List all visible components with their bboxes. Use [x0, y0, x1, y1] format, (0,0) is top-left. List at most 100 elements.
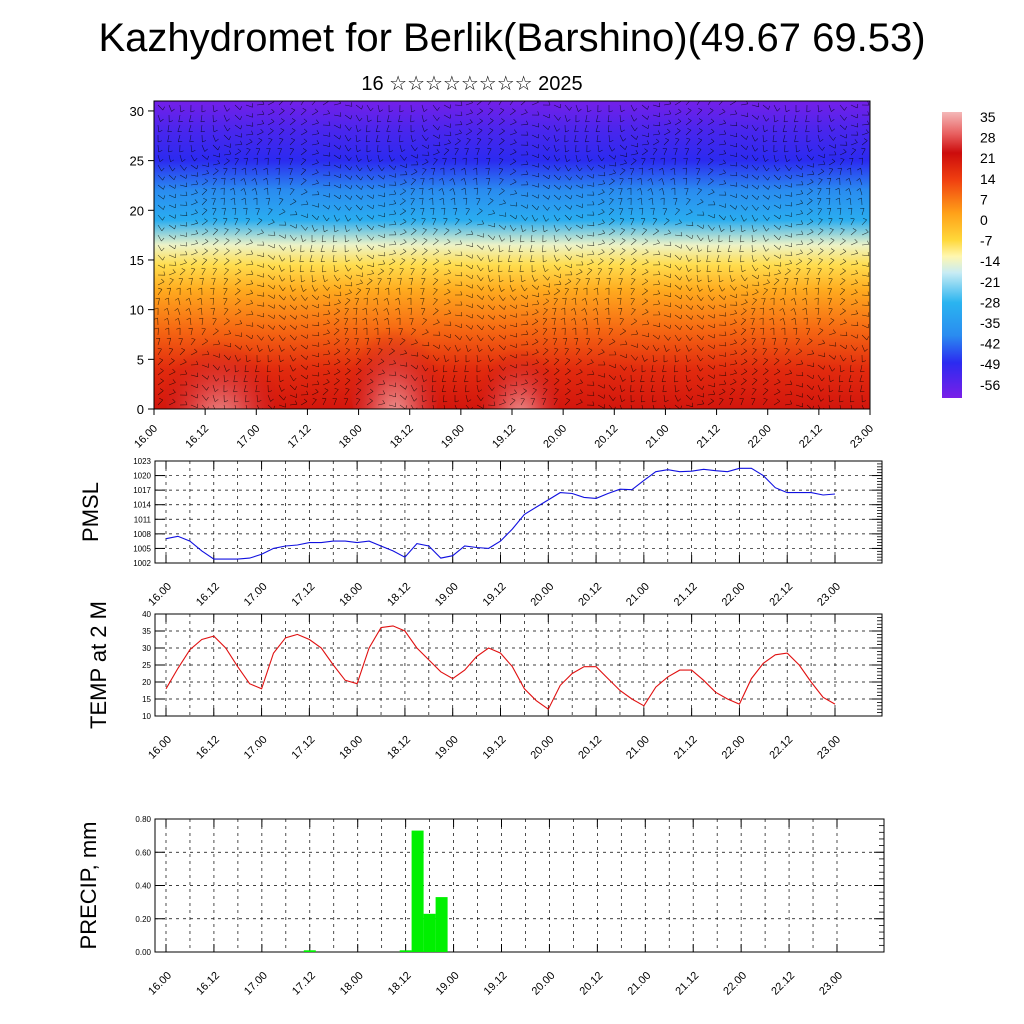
colorbar-label: 21 — [980, 150, 996, 166]
warm-cell — [165, 320, 275, 409]
colorbar-label: 14 — [980, 171, 996, 187]
x-tick-label: 20.00 — [528, 734, 556, 762]
x-tick-label: 22.12 — [797, 423, 825, 451]
panel-frame — [154, 613, 883, 717]
y-tick-label: 40 — [142, 610, 151, 619]
x-tick-label: 17.00 — [234, 423, 262, 451]
warm-cell — [480, 330, 560, 409]
x-tick-label: 21.00 — [624, 581, 652, 609]
warm-cells — [165, 305, 560, 409]
precip-panel: 0.00 0.20 0.40 0.60 0.80 16.00 16.12 17.00 17.12… — [76, 815, 885, 998]
x-tick-label: 22.12 — [767, 581, 795, 609]
x-tick-label: 22.00 — [721, 970, 749, 998]
x-tick-label: 16.00 — [132, 423, 160, 451]
y-tick-label: 30 — [130, 104, 144, 119]
y-tick-label: 1014 — [133, 501, 151, 510]
warm-cell — [350, 305, 440, 409]
x-tick-label: 16.12 — [194, 734, 222, 762]
panel-frame — [154, 460, 883, 564]
precip-bar — [435, 897, 448, 952]
y-tick-label: 20 — [142, 678, 151, 687]
x-tick-label: 20.12 — [592, 423, 620, 451]
x-tick-label: 18.00 — [338, 970, 366, 998]
x-tick-label: 17.12 — [286, 423, 314, 451]
y-tick-label: 1020 — [133, 472, 151, 481]
y-tick-label: 25 — [142, 661, 151, 670]
colorbar-label: -49 — [980, 356, 1000, 372]
pmsl-line — [165, 467, 836, 560]
x-tick-label: 16.12 — [183, 423, 211, 451]
y-tick-label: 0.60 — [135, 848, 151, 857]
y-tick-label: 0 — [137, 402, 144, 417]
y-tick-label: 20 — [130, 203, 144, 218]
x-tick-label: 16.00 — [146, 734, 174, 762]
x-tick-label: 19.00 — [439, 423, 467, 451]
x-tick-label: 20.12 — [578, 970, 606, 998]
precip-bar — [399, 950, 412, 952]
colorbar-label: -28 — [980, 294, 1000, 310]
wind-barb-field — [154, 101, 870, 409]
colorbar-label: -14 — [980, 253, 1000, 269]
colorbar-label: 35 — [980, 109, 996, 125]
wind-barbs — [154, 101, 870, 409]
x-tick-label: 19.12 — [482, 970, 510, 998]
x-tick-label: 18.12 — [385, 581, 413, 609]
y-tick-label: 5 — [137, 352, 144, 367]
colorbar-label: -7 — [980, 233, 993, 249]
x-tick-label: 21.12 — [673, 970, 701, 998]
y-tick-label: 0.20 — [135, 915, 151, 924]
x-tick-label: 22.00 — [746, 423, 774, 451]
x-tick-label: 20.00 — [530, 970, 558, 998]
y-axis-label: TEMP at 2 M — [86, 601, 111, 729]
x-tick-label: 19.12 — [490, 423, 518, 451]
colorbar-label: 7 — [980, 191, 988, 207]
x-tick-label: 21.00 — [625, 970, 653, 998]
x-tick-label: 19.00 — [433, 734, 461, 762]
colorbar-label: -35 — [980, 315, 1000, 331]
x-tick-label: 20.00 — [541, 423, 569, 451]
y-tick-label: 0.40 — [135, 882, 151, 891]
x-tick-label: 18.12 — [386, 970, 414, 998]
panel-background — [155, 461, 882, 563]
x-tick-label: 18.00 — [337, 734, 365, 762]
x-tick-label: 18.12 — [385, 734, 413, 762]
x-tick-label: 19.12 — [481, 581, 509, 609]
y-tick-label: 25 — [130, 154, 144, 169]
chart-title: Kazhydromet for Berlik(Barshino)(49.67 6… — [98, 16, 926, 60]
x-tick-label: 23.00 — [815, 734, 843, 762]
colorbar: 35 28 21 14 7 0 -7 -14 -21 -28 -35 -42 -49 -56 — [942, 109, 1000, 398]
precip-bar — [423, 913, 436, 952]
colorbar-ramp — [942, 112, 962, 398]
x-tick-label: 17.12 — [290, 581, 318, 609]
y-tick-label: 10 — [130, 303, 144, 318]
panel-frame — [154, 818, 885, 953]
y-tick-label: 35 — [142, 627, 151, 636]
x-tick-label: 21.12 — [672, 734, 700, 762]
y-tick-label: 1002 — [133, 559, 151, 568]
x-tick-label: 23.00 — [817, 970, 845, 998]
x-tick-label: 21.00 — [624, 734, 652, 762]
x-tick-label: 16.12 — [194, 970, 222, 998]
y-tick-label: 30 — [142, 644, 151, 653]
cross-section-panel: 0 5 10 15 20 25 30 16.00 16.12 17.00 17.12 18.00 18.… — [130, 100, 876, 451]
y-tick-label: 0.80 — [135, 815, 151, 824]
x-tick-label: 17.00 — [242, 581, 270, 609]
x-tick-label: 16.12 — [194, 581, 222, 609]
x-tick-label: 22.12 — [767, 734, 795, 762]
colorbar-label: -21 — [980, 274, 1000, 290]
colorbar-label: -56 — [980, 377, 1000, 393]
y-tick-label: 1005 — [133, 544, 151, 553]
temp-line — [165, 625, 836, 711]
x-tick-label: 17.00 — [242, 734, 270, 762]
x-tick-label: 19.00 — [434, 970, 462, 998]
chart-subtitle: 16 ☆☆☆☆☆☆☆☆ 2025 — [361, 73, 583, 95]
x-tick-label: 17.12 — [290, 734, 318, 762]
x-tick-label: 19.12 — [481, 734, 509, 762]
colorbar-label: -42 — [980, 336, 1000, 352]
x-tick-label: 21.00 — [644, 423, 672, 451]
y-tick-label: 10 — [142, 712, 151, 721]
x-tick-label: 17.00 — [242, 970, 270, 998]
x-tick-label: 16.00 — [146, 581, 174, 609]
x-tick-label: 18.00 — [337, 581, 365, 609]
x-tick-label: 19.00 — [433, 581, 461, 609]
